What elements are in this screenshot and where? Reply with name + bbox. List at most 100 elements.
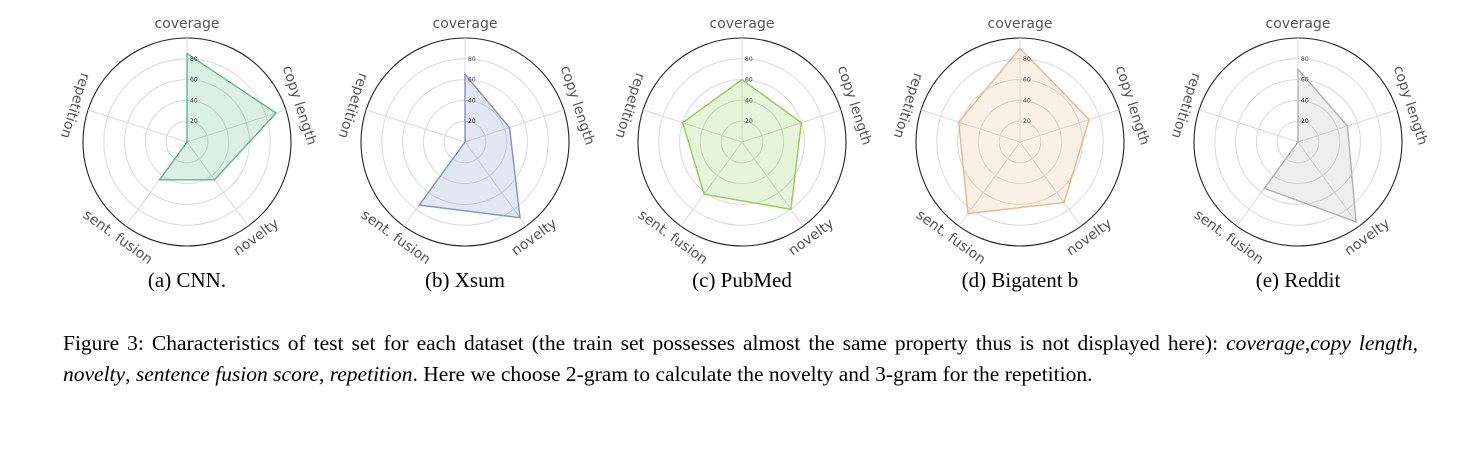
radar-panel-xsum: 20 40 60 80 coverage copy length novelty sent. … <box>320 0 610 300</box>
radial-tick-label: 80 <box>745 56 753 63</box>
axis-spoke <box>186 109 287 143</box>
data-point-coverage <box>186 52 188 55</box>
radial-tick-label: 80 <box>190 56 198 63</box>
data-point-novelty <box>1063 201 1065 204</box>
axis-label-sent-fusion: sent. fusion <box>1191 207 1266 268</box>
radial-tick-label: 40 <box>1023 97 1031 104</box>
axis-spoke <box>958 141 1021 227</box>
subfigure-caption-cnn: (a) CNN. <box>147 268 227 292</box>
data-point-copy-length <box>508 126 511 129</box>
axis-label-coverage: coverage <box>433 16 498 32</box>
radar-panel-reddit: 20 40 60 80 coverage copy length novelty sent. … <box>1153 0 1443 300</box>
caption-suffix: . Here we choose 2-gram to calculate the… <box>412 362 1093 386</box>
radial-tick-label: 40 <box>468 97 476 104</box>
data-point-sent-fusion <box>158 179 161 181</box>
caption-prefix: Figure 3: Characteristics of test set fo… <box>63 331 1227 355</box>
caption-separator: , <box>318 362 330 386</box>
axis-spoke <box>1019 109 1120 143</box>
axis-label-sent-fusion: sent. fusion <box>913 207 988 268</box>
axis-spoke <box>87 109 188 143</box>
radial-tick-label: 60 <box>745 77 753 84</box>
radial-tick-label: 20 <box>190 118 198 125</box>
radial-tick-label: 60 <box>1301 77 1309 84</box>
data-point-novelty <box>213 179 216 181</box>
axis-label-coverage: coverage <box>155 16 220 32</box>
caption-metric-novelty: novelty <box>63 362 126 386</box>
axis-spoke <box>186 141 249 227</box>
data-point-sent-fusion <box>1263 187 1266 190</box>
axis-label-novelty: novelty <box>1064 216 1115 260</box>
radar-series-polygon <box>418 73 521 219</box>
data-point-novelty <box>1355 221 1357 223</box>
data-point-copy-length <box>1088 118 1091 121</box>
data-point-repetition <box>681 121 684 124</box>
radial-tick-label: 20 <box>1301 118 1309 125</box>
radial-tick-label: 80 <box>1301 56 1309 63</box>
radial-tick-label: 80 <box>1023 56 1031 63</box>
radial-tick-label: 80 <box>468 56 476 63</box>
radar-series-polygon <box>681 78 803 211</box>
axis-label-sent-fusion: sent. fusion <box>358 207 433 268</box>
data-point-coverage <box>741 78 743 81</box>
radial-tick-label: 60 <box>468 77 476 84</box>
data-point-sent-fusion <box>418 204 420 206</box>
radar-panel-bigpatent: 20 40 60 80 coverage copy length novelty sent. … <box>875 0 1165 300</box>
caption-metric-coverage: coverage <box>1226 331 1305 355</box>
data-point-repetition <box>957 121 960 123</box>
radial-tick-label: 20 <box>468 118 476 125</box>
data-point-copy-length <box>1346 125 1349 127</box>
subfigure-caption-reddit: (e) Reddit <box>1255 268 1341 292</box>
data-point-repetition <box>464 141 466 143</box>
axis-label-coverage: coverage <box>1266 16 1331 32</box>
axis-spoke <box>920 109 1021 143</box>
radial-tick-label: 60 <box>1023 77 1031 84</box>
data-point-copy-length <box>275 112 277 114</box>
axis-label-novelty: novelty <box>786 216 837 260</box>
radial-tick-label: 20 <box>745 118 753 125</box>
data-point-novelty <box>519 216 521 219</box>
radial-tick-label: 40 <box>1301 97 1309 104</box>
axis-label-novelty: novelty <box>1342 216 1393 260</box>
axis-label-repetition: repetition <box>57 71 93 140</box>
subfigure-caption-bigpatent: (d) Bigatent b <box>961 268 1079 292</box>
subfigure-caption-xsum: (b) Xsum <box>425 268 505 292</box>
radar-series-polygon <box>957 47 1090 215</box>
data-point-coverage <box>1019 47 1021 50</box>
caption-separator: , <box>1412 331 1419 355</box>
axis-label-coverage: coverage <box>710 16 775 32</box>
subfigure-caption-pubmed: (c) PubMed <box>692 268 792 292</box>
caption-metric-copy-length: copy length <box>1310 331 1413 355</box>
axis-label-repetition: repetition <box>335 71 371 140</box>
caption-separator: , <box>125 362 136 386</box>
axis-label-sent-fusion: sent. fusion <box>635 207 710 268</box>
axis-spoke <box>1297 141 1360 227</box>
data-point-novelty <box>790 208 792 211</box>
data-point-sent-fusion <box>967 212 969 215</box>
data-point-repetition <box>1297 141 1299 143</box>
axis-label-novelty: novelty <box>231 216 282 260</box>
data-point-coverage <box>464 73 466 76</box>
figure-row: 20 40 60 80 coverage copy length novelty sent. … <box>57 0 1443 300</box>
data-point-coverage <box>1297 68 1299 70</box>
radar-panel-pubmed: 20 40 60 80 coverage copy length novelty sent. … <box>597 0 887 300</box>
axis-spoke <box>1019 141 1082 227</box>
axis-label-sent-fusion: sent. fusion <box>80 207 155 268</box>
caption-metric-sentence-fusion: sentence fusion score <box>135 362 319 386</box>
data-point-copy-length <box>800 121 803 124</box>
radar-series-polygon <box>1263 68 1357 223</box>
axis-spoke <box>741 109 842 143</box>
axis-spoke <box>1198 109 1299 143</box>
axis-spoke <box>680 141 743 227</box>
axis-spoke <box>642 109 743 143</box>
data-point-repetition <box>186 141 188 143</box>
figure-caption: Figure 3: Characteristics of test set fo… <box>63 328 1418 390</box>
radar-series-polygon <box>158 52 277 181</box>
axis-label-repetition: repetition <box>1168 71 1204 140</box>
axis-label-coverage: coverage <box>988 16 1053 32</box>
caption-metric-repetition: repetition <box>329 362 413 386</box>
axis-label-repetition: repetition <box>612 71 648 140</box>
